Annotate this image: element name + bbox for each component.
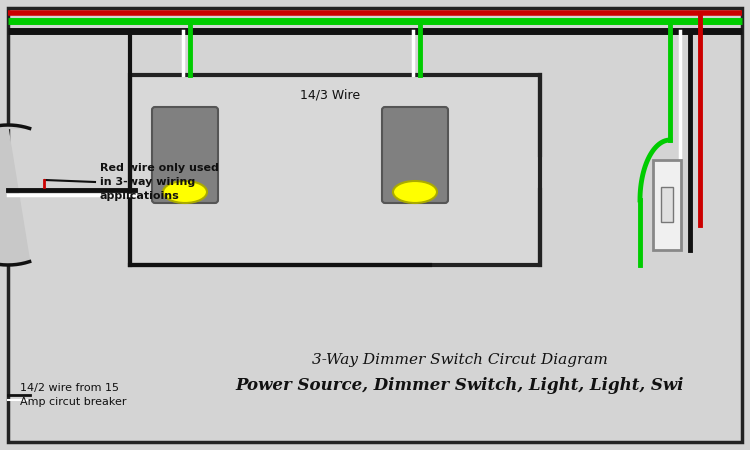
Text: Red wire only used
in 3-way wiring
applicatioins: Red wire only used in 3-way wiring appli…	[100, 163, 219, 201]
FancyBboxPatch shape	[152, 107, 218, 203]
Bar	[653, 160, 681, 250]
Polygon shape	[0, 125, 30, 265]
Text: 14/3 Wire: 14/3 Wire	[300, 89, 360, 102]
Ellipse shape	[393, 181, 437, 203]
Bar	[661, 187, 673, 222]
FancyBboxPatch shape	[382, 107, 448, 203]
Text: 3-Way Dimmer Switch Circut Diagram: 3-Way Dimmer Switch Circut Diagram	[312, 353, 608, 367]
Text: Power Source, Dimmer Switch, Light, Light, Swi: Power Source, Dimmer Switch, Light, Ligh…	[236, 377, 684, 393]
Text: 14/2 wire from 15
Amp circut breaker: 14/2 wire from 15 Amp circut breaker	[20, 383, 127, 407]
Ellipse shape	[163, 181, 207, 203]
Bar	[130, 75, 540, 265]
